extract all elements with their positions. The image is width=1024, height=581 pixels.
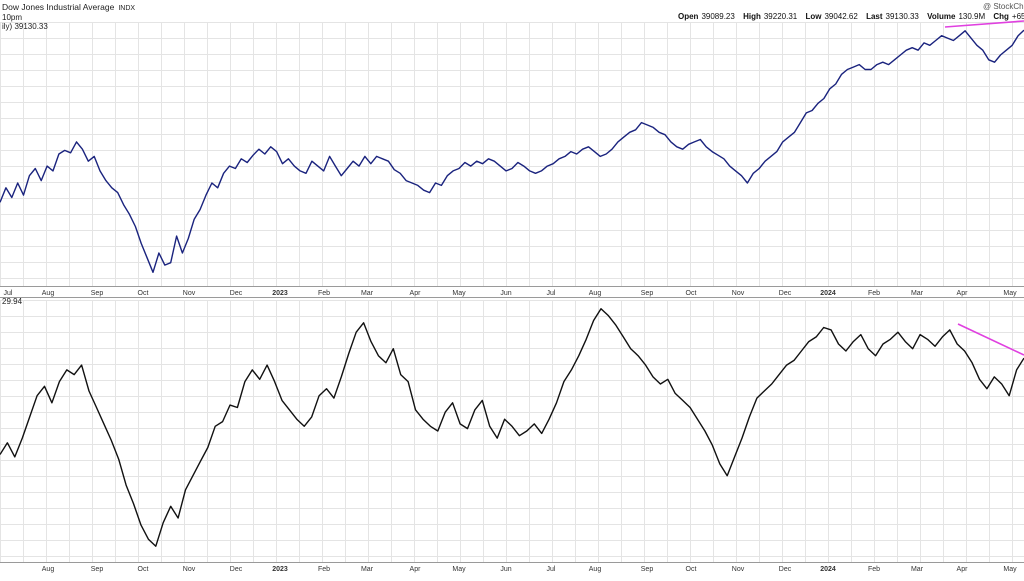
x-tick-label: 2024 (820, 566, 836, 573)
x-tick-label: Sep (91, 566, 104, 573)
x-tick-label: Nov (732, 566, 745, 573)
x-tick-label: Oct (686, 566, 697, 573)
x-tick-label: Nov (732, 290, 745, 297)
x-tick-label: Aug (42, 566, 55, 573)
x-tick-label: Sep (641, 290, 654, 297)
x-tick-label: Mar (911, 566, 924, 573)
x-tick-label: Feb (318, 290, 330, 297)
x-tick-label: Aug (589, 566, 602, 573)
x-tick-label: Feb (868, 566, 880, 573)
x-tick-label: Dec (230, 566, 243, 573)
series-line-0 (0, 29, 1024, 273)
x-tick-label: May (1003, 566, 1017, 573)
x-tick-label: 2023 (272, 290, 288, 297)
x-tick-label: Oct (138, 290, 149, 297)
x-tick-label: Jun (500, 290, 511, 297)
x-tick-label: Nov (183, 290, 196, 297)
series-line-1 (0, 308, 1024, 547)
lower-panel-label: 29.94 (2, 297, 23, 306)
x-tick-label: Apr (410, 290, 422, 297)
x-tick-label: 2024 (820, 290, 836, 297)
x-tick-label: Mar (361, 566, 374, 573)
watermark: @ StockCh (983, 2, 1024, 11)
x-tick-label: Aug (42, 290, 55, 297)
x-tick-label: May (452, 290, 466, 297)
x-tick-label: Dec (230, 290, 243, 297)
x-tick-label: Sep (641, 566, 654, 573)
x-tick-label: Jun (500, 566, 511, 573)
x-tick-label: Oct (686, 290, 697, 297)
trendline-annotation-0 (944, 20, 1024, 28)
x-tick-label: Aug (589, 290, 602, 297)
x-tick-label: Nov (183, 566, 196, 573)
x-tick-label: Dec (779, 290, 792, 297)
x-tick-label: Jul (547, 290, 556, 297)
x-tick-label: May (1003, 290, 1017, 297)
x-tick-label: May (452, 566, 466, 573)
x-tick-label: Feb (318, 566, 330, 573)
chart-title: Dow Jones Industrial Average INDX (2, 2, 135, 12)
x-tick-label: Sep (91, 290, 104, 297)
x-tick-label: 2023 (272, 566, 288, 573)
price-label: ily) 39130.33 (2, 22, 48, 31)
x-tick-label: Jul (547, 566, 556, 573)
panel-grid-0 (0, 22, 1024, 286)
x-tick-label: Apr (957, 290, 969, 297)
ohlc-readout: Open 39089.23 High 39220.31 Low 39042.62 La… (678, 12, 1024, 21)
x-tick-label: Mar (911, 290, 924, 297)
x-tick-label: Oct (138, 566, 149, 573)
x-tick-label: Jul (4, 290, 13, 297)
x-tick-label: Apr (410, 566, 422, 573)
panel-grid-1 (0, 300, 1024, 562)
trendline-annotation-1 (957, 323, 1024, 356)
x-tick-label: Dec (779, 566, 792, 573)
x-tick-label: Mar (361, 290, 374, 297)
x-tick-label: Feb (868, 290, 880, 297)
x-tick-label: Apr (957, 566, 969, 573)
chart-date: 10pm (2, 13, 22, 22)
